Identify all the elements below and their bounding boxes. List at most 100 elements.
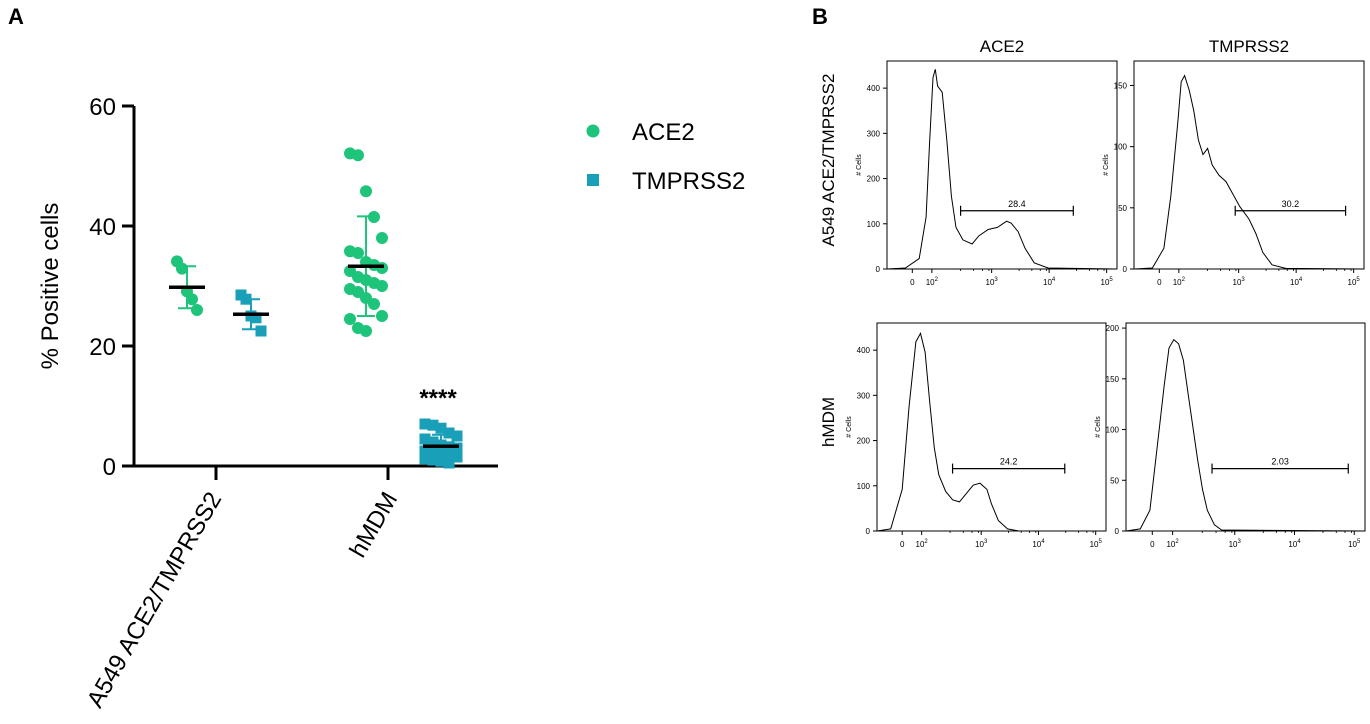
x-tick-label: 105: [1348, 277, 1361, 287]
x-category-label: hMDM: [344, 488, 403, 563]
data-point-square: [240, 293, 252, 305]
y-tick-label: 50: [1118, 204, 1127, 213]
gate-percentage-label: 28.4: [1008, 199, 1026, 209]
y-tick-label: 0: [866, 527, 871, 536]
y-axis-title: # Cells: [1103, 154, 1110, 176]
x-tick-exponent: 4: [1052, 277, 1056, 283]
x-tick-label: 0: [900, 540, 905, 549]
data-point-circle: [352, 247, 364, 259]
y-axis-title: # Cells: [1095, 416, 1102, 438]
data-point-square: [443, 427, 455, 439]
x-tick-label: 104: [1288, 539, 1301, 549]
x-tick-label: 0: [1157, 278, 1162, 287]
gate-percentage-label: 30.2: [1282, 199, 1300, 209]
plot-frame: [886, 60, 1118, 270]
y-tick-label: 20: [89, 334, 116, 361]
data-point-circle: [376, 310, 388, 322]
histogram-curve: [1133, 74, 1365, 270]
data-point-circle: [176, 262, 188, 275]
y-axis-title: # Cells: [846, 416, 853, 438]
panel-a-letter: A: [8, 4, 24, 29]
x-tick-exponent: 2: [1182, 277, 1186, 283]
data-point-circle: [368, 211, 380, 223]
row-title: A549 ACE2/TMPRSS2: [819, 74, 838, 247]
data-point-circle: [360, 325, 372, 337]
y-tick-label: 40: [89, 214, 116, 241]
data-point-square: [255, 325, 267, 337]
y-tick-label: 0: [1123, 265, 1128, 274]
y-tick-label: 0: [1115, 527, 1120, 536]
x-tick-exponent: 5: [1356, 277, 1360, 283]
x-category-label: A549 ACE2/TMPRSS2: [82, 488, 227, 713]
data-point-circle: [191, 304, 203, 316]
y-tick-label: 60: [89, 94, 116, 121]
x-tick-exponent: 5: [1109, 277, 1113, 283]
data-point-circle: [360, 185, 372, 198]
plot-frame: [876, 322, 1107, 532]
x-tick-exponent: 2: [924, 539, 928, 545]
data-point-square: [250, 312, 262, 324]
y-tick-label: 200: [867, 175, 881, 184]
x-tick-exponent: 4: [1297, 539, 1301, 545]
panel-b-letter: B: [812, 4, 828, 29]
data-point-circle: [368, 298, 380, 310]
gate-percentage-label: 2.03: [1271, 457, 1289, 467]
x-tick-label: 105: [1348, 539, 1361, 549]
data-point-square: [419, 445, 431, 457]
data-point-circle: [186, 293, 198, 306]
x-tick-label: 102: [916, 539, 929, 549]
legend-label: TMPRSS2: [632, 168, 745, 195]
y-tick-label: 200: [857, 437, 871, 446]
histogram-curve: [876, 332, 1106, 532]
y-tick-label: 100: [1106, 426, 1120, 435]
data-point-square: [427, 436, 439, 448]
legend-marker-circle: [586, 124, 600, 138]
x-tick-label: 102: [1173, 277, 1186, 287]
y-tick-label: 300: [857, 391, 871, 400]
y-tick-label: 400: [867, 84, 881, 93]
y-axis-title: % Positive cells: [37, 203, 64, 370]
y-tick-label: 200: [1106, 324, 1120, 333]
x-tick-label: 103: [986, 277, 999, 287]
histogram-plot: 0 100 200 300 400 # Cells 0 102 103 104 105 28.4: [856, 60, 1118, 287]
x-tick-label: 102: [926, 277, 939, 287]
data-point-square: [419, 433, 431, 445]
y-tick-label: 150: [1114, 81, 1128, 90]
data-point-square: [435, 448, 447, 460]
data-point-square: [435, 422, 447, 434]
y-tick-label: 100: [857, 482, 871, 491]
histogram-curve: [1125, 338, 1366, 532]
data-point-square: [427, 447, 439, 459]
histogram-plot: 0 50 100 150 # Cells 0 102 103 104 105 30.2: [1103, 60, 1365, 287]
data-point-circle: [344, 313, 356, 325]
data-point-square: [419, 418, 431, 430]
x-tick-exponent: 2: [1175, 539, 1179, 545]
y-tick-label: 400: [857, 346, 871, 355]
panel-a-scatter-plot: 0 20 40 60 % Positive cells A549 ACE2/TMPRSS2…: [37, 94, 745, 712]
x-tick-exponent: 4: [1041, 539, 1045, 545]
data-point-square: [451, 451, 463, 463]
x-tick-label: 103: [1229, 539, 1242, 549]
x-tick-label: 104: [1032, 539, 1045, 549]
y-tick-label: 100: [1114, 143, 1128, 152]
x-tick-label: 103: [1233, 277, 1246, 287]
significance-label: ****: [419, 385, 457, 412]
data-point-circle: [376, 232, 388, 244]
y-axis-title: # Cells: [856, 154, 863, 176]
data-point-square: [427, 419, 439, 431]
data-point-square: [443, 457, 455, 469]
histogram-curve: [886, 69, 1118, 270]
plot-frame: [1125, 322, 1366, 532]
y-tick-label: 50: [1110, 476, 1119, 485]
x-tick-exponent: 5: [1098, 539, 1102, 545]
x-tick-label: 0: [1150, 540, 1155, 549]
x-tick-exponent: 5: [1357, 539, 1361, 545]
data-point-square: [435, 455, 447, 467]
data-point-circle: [376, 280, 388, 292]
gate-percentage-label: 24.2: [1000, 457, 1018, 467]
x-tick-label: 104: [1043, 277, 1056, 287]
y-tick-label: 100: [867, 220, 881, 229]
data-point-circle: [376, 262, 388, 274]
